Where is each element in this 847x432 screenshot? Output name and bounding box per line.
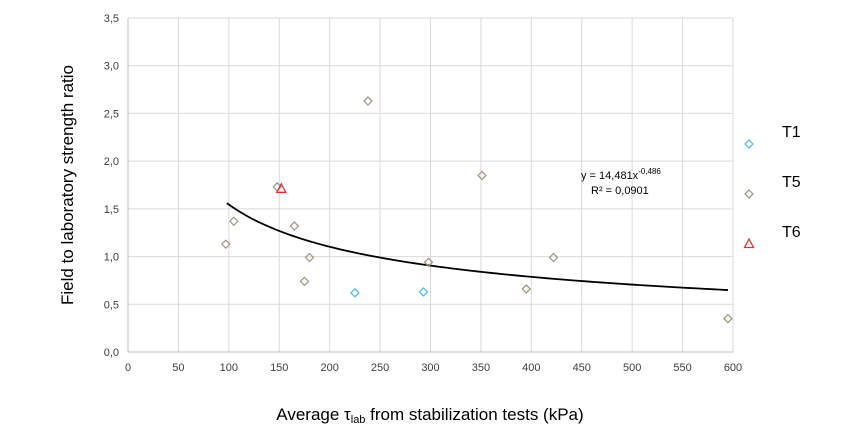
x-tick-label: 600 bbox=[724, 362, 742, 374]
data-point-t1 bbox=[350, 287, 360, 298]
data-point-t5 bbox=[477, 170, 487, 181]
axes bbox=[127, 18, 733, 353]
y-tick-label: 0,0 bbox=[104, 347, 119, 359]
legend-label-t6: T6 bbox=[782, 224, 801, 241]
x-tick-label: 450 bbox=[573, 362, 591, 374]
x-tick-label: 500 bbox=[623, 362, 641, 374]
x-tick-label: 150 bbox=[270, 362, 288, 374]
x-tick-label: 50 bbox=[172, 362, 184, 374]
data-point-t1 bbox=[418, 287, 429, 297]
x-axis-title: Average τlab from stabilization tests (k… bbox=[276, 405, 583, 426]
data-point-t5 bbox=[304, 252, 315, 263]
x-tick-label: 350 bbox=[472, 362, 490, 374]
data-point-t5 bbox=[289, 221, 300, 231]
trendline-r2: R² = 0,0901 bbox=[591, 185, 649, 197]
y-tick-label: 3,0 bbox=[104, 61, 119, 73]
x-tick-label: 250 bbox=[371, 362, 389, 374]
y-tick-labels: 0,0 0,5 1,0 1,5 2,0 2,5 3,0 3,5 bbox=[104, 13, 119, 359]
data-point-t5 bbox=[299, 276, 310, 287]
y-tick-label: 3,5 bbox=[104, 13, 119, 25]
data-point-t6 bbox=[275, 182, 287, 193]
y-tick-label: 1,0 bbox=[104, 252, 119, 264]
x-tick-label: 550 bbox=[673, 362, 691, 374]
x-tick-label: 200 bbox=[320, 362, 338, 374]
x-tick-label: 300 bbox=[421, 362, 439, 374]
legend-label-t5: T5 bbox=[782, 174, 801, 191]
x-tick-label: 400 bbox=[522, 362, 540, 374]
data-point-t5 bbox=[220, 239, 231, 250]
data-point-t5 bbox=[423, 257, 434, 268]
legend-label-t1: T1 bbox=[782, 124, 801, 141]
legend: T1 T5 T6 bbox=[743, 124, 801, 249]
y-tick-label: 0,5 bbox=[104, 299, 119, 311]
data-point-t5 bbox=[229, 216, 239, 227]
legend-marker-t6 bbox=[743, 237, 755, 249]
y-tick-label: 2,5 bbox=[104, 108, 119, 120]
y-tick-label: 1,5 bbox=[104, 204, 119, 216]
trendline-equation: y = 14,481x-0,486 bbox=[581, 167, 661, 182]
legend-marker-t1 bbox=[744, 139, 754, 149]
trendline bbox=[226, 202, 729, 291]
data-point-t5 bbox=[548, 252, 559, 263]
y-tick-label: 2,0 bbox=[104, 156, 119, 168]
x-tick-labels: 0 50 100 150 200 250 300 350 400 450 500 550 600 bbox=[125, 362, 742, 374]
x-tick-label: 100 bbox=[220, 362, 238, 374]
y-axis-title: Field to laboratory strength ratio bbox=[58, 65, 77, 305]
data-point-t5 bbox=[521, 284, 532, 294]
data-point-t5 bbox=[363, 96, 373, 106]
data-points bbox=[220, 96, 733, 324]
legend-marker-t5 bbox=[744, 189, 754, 199]
x-tick-label: 0 bbox=[125, 362, 131, 374]
data-point-t5 bbox=[723, 313, 733, 324]
